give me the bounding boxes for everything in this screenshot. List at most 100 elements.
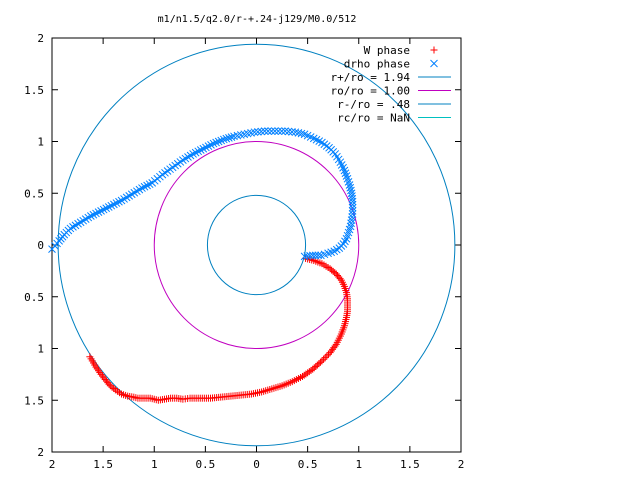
drho-phase-point (225, 134, 233, 142)
drho-phase-point (204, 142, 213, 151)
marker-stroke (274, 127, 283, 136)
marker-stroke (145, 180, 154, 189)
marker-stroke (227, 133, 236, 141)
y-tick-label: 2 (37, 446, 44, 459)
y-tick-label: 1.5 (24, 84, 44, 97)
w-phase-point (108, 383, 116, 391)
marker-stroke (318, 138, 326, 147)
legend-label: rc/ro = NaN (337, 112, 410, 125)
drho-phase-point (92, 209, 100, 218)
y-tick-label: 2 (37, 32, 44, 45)
drho-phase-point (104, 203, 113, 211)
drho-phase-point (271, 127, 279, 136)
drho-phase-point (117, 196, 126, 205)
marker-stroke (89, 210, 98, 219)
marker-stroke (346, 222, 355, 231)
circle-r-ratio (206, 194, 307, 296)
marker-stroke (346, 183, 355, 192)
marker-stroke (341, 169, 350, 178)
w-phase-point (323, 352, 331, 360)
drho-phase-point (207, 141, 215, 149)
y-tick-label: 1 (37, 136, 44, 149)
marker-stroke (288, 127, 296, 136)
w-phase-point (336, 275, 344, 283)
drho-phase-point (311, 251, 320, 260)
drho-phase-point (346, 222, 355, 231)
marker-stroke (300, 130, 309, 139)
drho-phase-point (281, 127, 289, 136)
marker-stroke (143, 181, 151, 190)
drho-phase-point (230, 132, 238, 141)
marker-stroke (344, 178, 353, 186)
marker-stroke (284, 127, 293, 136)
marker-stroke (277, 127, 286, 136)
x-tick-label: 1 (151, 458, 158, 471)
drho-phase-point (341, 169, 350, 178)
marker-stroke (345, 181, 354, 189)
y-tick-label: 1.5 (24, 394, 44, 407)
drho-phase-point (277, 127, 286, 136)
marker-stroke (300, 252, 309, 261)
marker-stroke (102, 204, 111, 213)
marker-stroke (315, 137, 324, 146)
y-tick-label: 1 (37, 343, 44, 356)
marker-stroke (112, 199, 121, 207)
drho-phase-point (148, 179, 157, 187)
drho-phase-point (219, 135, 228, 144)
w-phase-point (96, 369, 104, 377)
marker-stroke (230, 132, 238, 141)
marker-stroke (343, 174, 352, 183)
w-phase-point (97, 370, 105, 378)
drho-phase-point (254, 127, 262, 136)
marker-stroke (348, 206, 357, 215)
marker-stroke (297, 129, 306, 138)
marker-stroke (312, 135, 321, 144)
x-tick-label: 0.5 (298, 458, 318, 471)
drho-phase-point (110, 200, 118, 209)
legend-label: ro/ro = 1.00 (331, 85, 410, 98)
marker-stroke (99, 205, 108, 214)
drho-phase-point (294, 129, 303, 137)
legend-marker (430, 59, 438, 68)
drho-phase-point (143, 181, 151, 190)
drho-phase-point (348, 210, 357, 218)
marker-stroke (348, 213, 356, 221)
drho-phase-point (348, 203, 357, 212)
marker-stroke (107, 201, 116, 210)
drho-phase-point (214, 137, 223, 146)
marker-stroke (347, 219, 355, 228)
marker-stroke (334, 155, 343, 164)
marker-stroke (337, 161, 346, 169)
drho-phase-point (97, 206, 105, 215)
marker-stroke (303, 131, 312, 140)
marker-stroke (217, 136, 226, 145)
marker-stroke (342, 172, 351, 180)
drho-phase-point (297, 129, 306, 138)
data-points (48, 127, 357, 404)
drho-phase-point (348, 200, 357, 209)
w-phase-point (98, 372, 106, 380)
marker-stroke (308, 251, 317, 260)
drho-phase-point (348, 206, 357, 215)
w-phase-point (326, 349, 334, 357)
marker-stroke (202, 143, 210, 152)
marker-stroke (339, 163, 347, 172)
legend-label: drho phase (344, 58, 410, 71)
marker-stroke (196, 146, 205, 154)
marker-stroke (267, 127, 276, 136)
marker-stroke (314, 251, 323, 260)
x-tick-label: 2 (49, 458, 56, 471)
w-phase-point (93, 365, 101, 373)
marker-stroke (225, 134, 233, 142)
y-tick-label: 0.5 (24, 187, 44, 200)
drho-phase-point (343, 174, 352, 183)
w-phase-point (327, 347, 335, 355)
x-tick-label: 1.5 (93, 458, 113, 471)
drho-phase-point (102, 204, 111, 213)
drho-phase-point (257, 127, 266, 136)
drho-phase-point (260, 127, 269, 136)
marker-stroke (348, 203, 357, 212)
drho-phase-point (314, 251, 323, 260)
axis-ticks: 2 1.5 1 0.5 0 0.5 1 1.5 221.510.500.511.52 (24, 32, 464, 471)
